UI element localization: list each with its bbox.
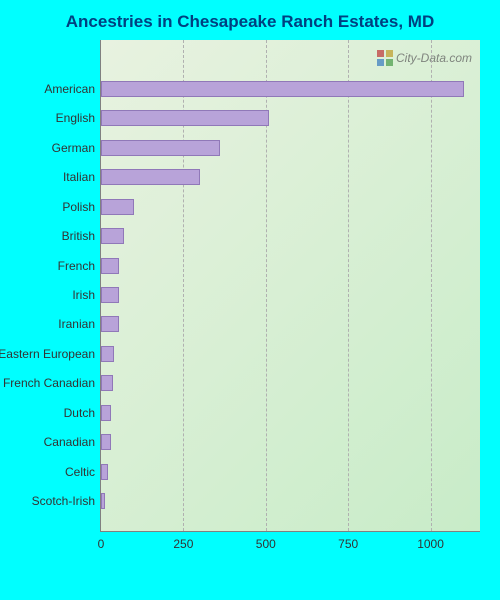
- plot-wrap: City-Data.com 02505007501000AmericanEngl…: [100, 40, 480, 560]
- city-data-icon: [377, 50, 393, 66]
- watermark: City-Data.com: [377, 50, 472, 66]
- x-tick-label: 1000: [401, 531, 461, 551]
- bar-row: Canadian: [101, 434, 480, 450]
- bar-row: English: [101, 110, 480, 126]
- x-tick-label: 750: [318, 531, 378, 551]
- chart-title: Ancestries in Chesapeake Ranch Estates, …: [0, 0, 500, 40]
- bar: [101, 287, 119, 303]
- bar-row: Italian: [101, 169, 480, 185]
- bar: [101, 110, 269, 126]
- bar-row: Irish: [101, 287, 480, 303]
- y-tick-label: Canadian: [44, 434, 101, 450]
- bar-row: Scotch-Irish: [101, 493, 480, 509]
- y-tick-label: Eastern European: [0, 346, 101, 362]
- y-tick-label: French Canadian: [3, 375, 101, 391]
- y-tick-label: German: [52, 140, 101, 156]
- y-tick-label: Iranian: [58, 316, 101, 332]
- y-tick-label: Celtic: [65, 464, 101, 480]
- bar-row: Celtic: [101, 464, 480, 480]
- bar-row: French: [101, 258, 480, 274]
- bar-row: German: [101, 140, 480, 156]
- bar-row: British: [101, 228, 480, 244]
- bar: [101, 464, 108, 480]
- x-tick-label: 500: [236, 531, 296, 551]
- bar-row: French Canadian: [101, 375, 480, 391]
- bar: [101, 375, 113, 391]
- x-tick-label: 0: [71, 531, 131, 551]
- y-tick-label: Scotch-Irish: [32, 493, 101, 509]
- bar: [101, 199, 134, 215]
- y-tick-label: American: [44, 81, 101, 97]
- bar-row: Iranian: [101, 316, 480, 332]
- y-tick-label: Italian: [63, 169, 101, 185]
- y-tick-label: British: [62, 228, 101, 244]
- plot-area: City-Data.com 02505007501000AmericanEngl…: [100, 40, 480, 532]
- y-tick-label: Polish: [62, 199, 101, 215]
- bar: [101, 140, 220, 156]
- bar: [101, 258, 119, 274]
- bar: [101, 316, 119, 332]
- y-tick-label: French: [58, 258, 101, 274]
- bar: [101, 346, 114, 362]
- y-tick-label: Dutch: [64, 405, 101, 421]
- bar: [101, 169, 200, 185]
- bar: [101, 81, 464, 97]
- bar: [101, 405, 111, 421]
- x-tick-label: 250: [153, 531, 213, 551]
- y-tick-label: Irish: [72, 287, 101, 303]
- bar-row: Polish: [101, 199, 480, 215]
- bar-row: Dutch: [101, 405, 480, 421]
- bar: [101, 493, 105, 509]
- bar-row: Eastern European: [101, 346, 480, 362]
- y-tick-label: English: [56, 110, 101, 126]
- bar: [101, 434, 111, 450]
- bar-row: American: [101, 81, 480, 97]
- bar: [101, 228, 124, 244]
- watermark-text: City-Data.com: [396, 51, 472, 65]
